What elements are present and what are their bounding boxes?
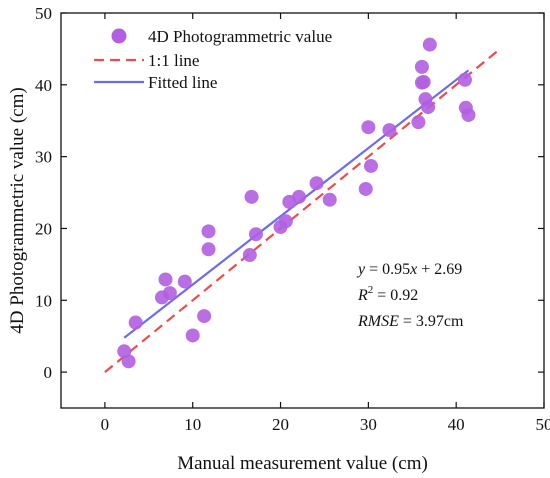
data-point <box>278 214 293 229</box>
y-tick-label: 10 <box>35 291 52 310</box>
data-point <box>201 242 216 257</box>
data-point <box>422 37 437 52</box>
data-point <box>461 107 476 122</box>
data-point <box>322 192 337 207</box>
y-axis-title: 4D Photogrammetric value (cm) <box>7 87 28 333</box>
data-point <box>363 158 378 173</box>
regression-annotation: y = 0.95x + 2.69 R2 = 0.92 RMSE = 3.97cm <box>356 261 464 330</box>
data-series <box>104 48 501 373</box>
y-tick-label: 20 <box>35 219 52 238</box>
data-point <box>411 115 426 130</box>
x-tick-label: 20 <box>272 415 289 434</box>
data-point <box>358 181 373 196</box>
legend-label-fitted: Fitted line <box>148 73 217 92</box>
data-point <box>416 74 431 89</box>
r-squared-value: R2 = 0.92 <box>357 284 418 304</box>
data-point <box>248 227 263 242</box>
data-point <box>197 309 212 324</box>
y-tick-label: 0 <box>44 363 53 382</box>
x-tick-label: 50 <box>536 415 550 434</box>
data-point <box>158 272 173 287</box>
y-tick-label: 40 <box>35 76 52 95</box>
data-point <box>382 123 397 138</box>
axis-ticks: 0 10 20 30 40 50 0 10 20 30 40 50 <box>35 4 550 434</box>
data-point <box>201 224 216 239</box>
data-point <box>421 100 436 115</box>
data-point <box>291 189 306 204</box>
scatter-points <box>117 37 476 369</box>
x-tick-label: 30 <box>360 415 377 434</box>
rmse-value: RMSE = 3.97cm <box>357 313 464 330</box>
x-axis-title: Manual measurement value (cm) <box>177 453 428 474</box>
data-point <box>361 120 376 135</box>
y-tick-label: 50 <box>35 4 52 23</box>
data-point <box>121 354 136 369</box>
legend-label-points: 4D Photogrammetric value <box>148 27 332 46</box>
x-tick-label: 40 <box>448 415 465 434</box>
data-point <box>457 72 472 87</box>
data-point <box>128 315 143 330</box>
data-point <box>244 189 259 204</box>
data-point <box>414 59 429 74</box>
plot-frame <box>60 12 545 409</box>
x-tick-label: 0 <box>101 415 110 434</box>
y-tick-label: 30 <box>35 148 52 167</box>
regression-equation: y = 0.95x + 2.69 <box>356 261 462 278</box>
data-point <box>185 328 200 343</box>
data-point <box>242 248 257 263</box>
legend: 4D Photogrammetric value 1:1 line Fitted… <box>94 27 332 92</box>
data-point <box>162 286 177 301</box>
one-to-one-line <box>104 48 501 373</box>
x-tick-label: 10 <box>184 415 201 434</box>
fitted-line <box>123 69 470 339</box>
data-point <box>309 176 324 191</box>
legend-label-one-to-one: 1:1 line <box>148 51 199 70</box>
legend-marker-icon <box>111 28 127 44</box>
data-point <box>177 274 192 289</box>
